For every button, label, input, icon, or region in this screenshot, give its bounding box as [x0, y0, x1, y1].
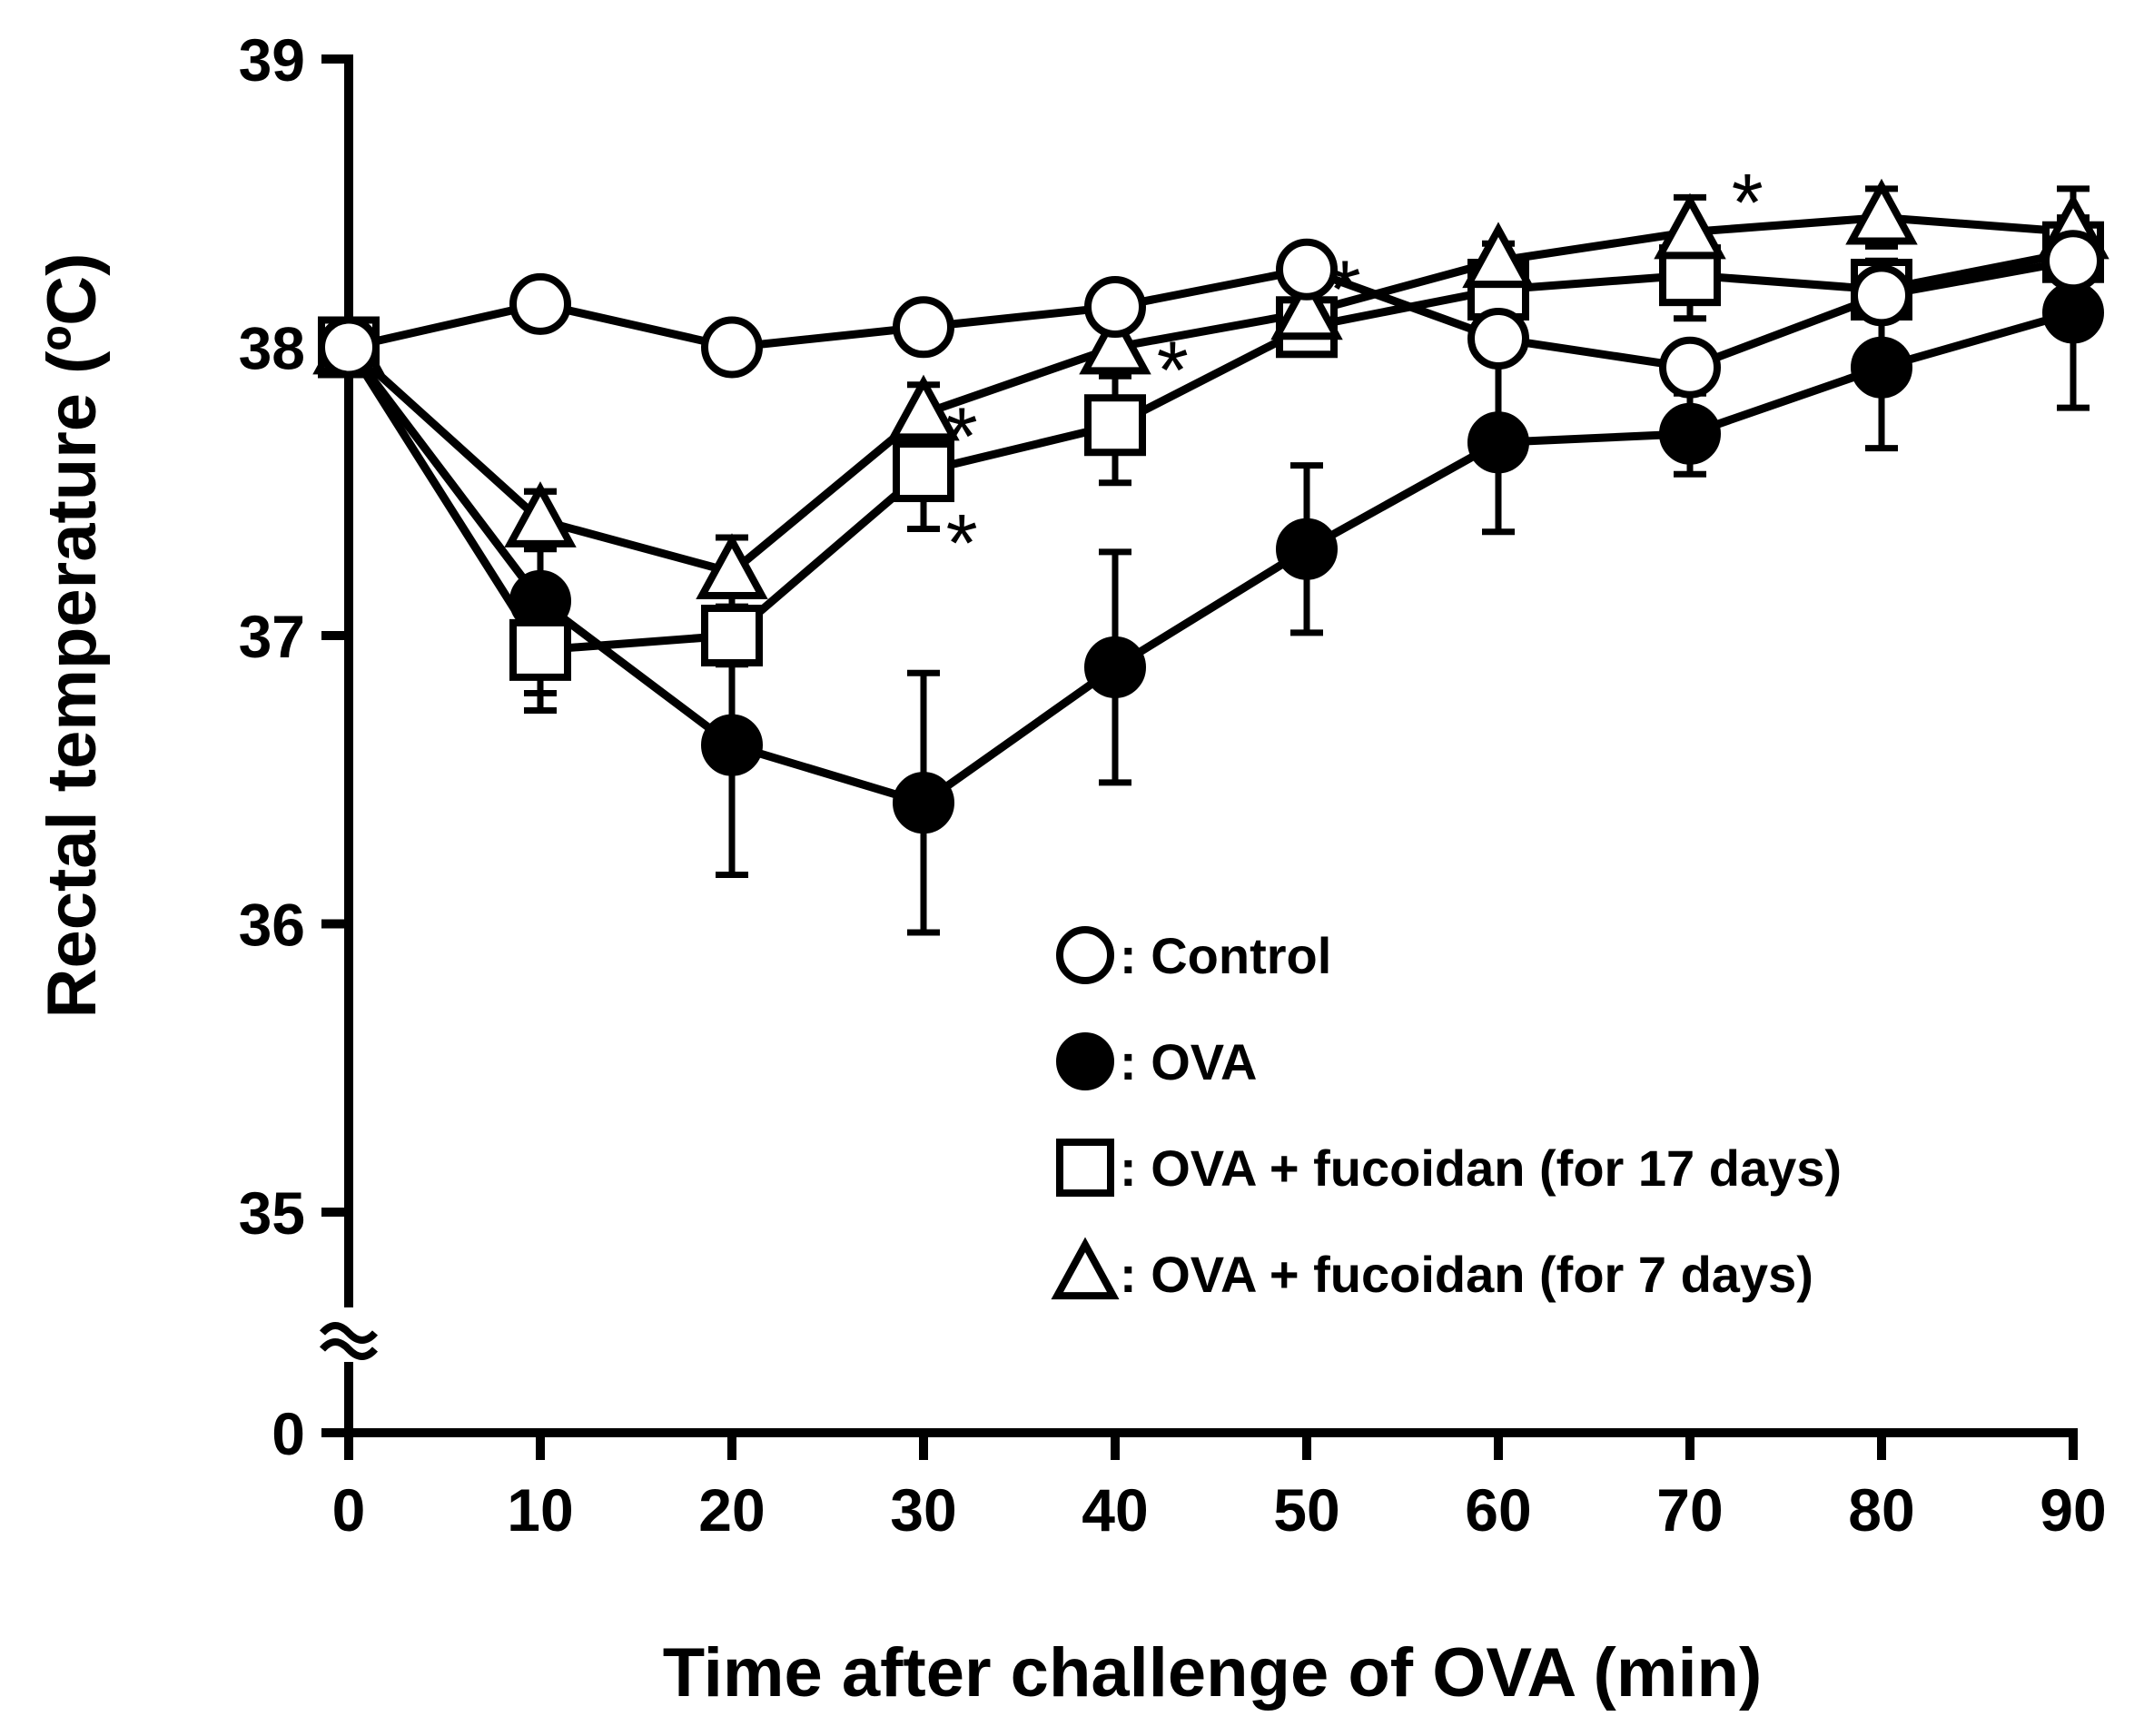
axes: 39 38 37 36 35 00 10 20 30 40 50 60 70 80 90 [239, 26, 2107, 1544]
y-tick-label: 37 [239, 603, 305, 670]
significance-asterisk: * [1157, 325, 1189, 416]
data-point [2042, 230, 2104, 292]
data-point [893, 440, 954, 503]
x-tick-label: 40 [1082, 1476, 1148, 1544]
data-point [893, 772, 954, 834]
y-axis-break-mark-upper [319, 1322, 379, 1344]
legend-label: : OVA + fucoidan (for 17 days) [1120, 1139, 1842, 1197]
legend-marker-filled-circle [1056, 1032, 1114, 1090]
y-axis-title: Rectal temperature (ºC) [34, 253, 111, 1019]
data-point [1467, 307, 1529, 370]
data-point [1659, 336, 1721, 399]
x-tick-label: 80 [1848, 1476, 1914, 1544]
data-point [1084, 394, 1146, 457]
x-tick-label: 50 [1273, 1476, 1339, 1544]
legend-label: : Control [1120, 927, 1331, 984]
x-tick-label: 90 [2040, 1476, 2106, 1544]
y-tick-label: 35 [239, 1179, 305, 1247]
x-tick-label: 20 [698, 1476, 765, 1544]
data-point [509, 272, 571, 335]
x-tick-label: 70 [1656, 1476, 1723, 1544]
series-line [345, 213, 2074, 577]
x-tick-label: 60 [1465, 1476, 1531, 1544]
legend-label: : OVA [1120, 1033, 1257, 1090]
legend-label: : OVA + fucoidan (for 7 days) [1120, 1246, 1813, 1303]
data-point [1851, 264, 1912, 327]
y-tick-label: 36 [239, 892, 305, 959]
significance-asterisk: * [1732, 158, 1764, 249]
data-point [701, 605, 763, 666]
data-point [1654, 192, 1726, 260]
data-point [509, 618, 571, 681]
x-tick-label: 30 [890, 1476, 956, 1544]
y-tick-label: 38 [239, 315, 305, 382]
series-open-circle [348, 242, 2090, 386]
legend: : Control : OVA : OVA + fucoidan (for 17 d… [1051, 926, 1842, 1303]
y-tick-label: 0 [272, 1400, 305, 1467]
legend-marker-open-triangle [1051, 1237, 1120, 1300]
legend-marker-open-circle [1056, 926, 1114, 984]
y-tick-label: 39 [239, 26, 305, 94]
annotation-layer: * * * * * [946, 158, 1764, 589]
significance-asterisk: * [1329, 244, 1361, 335]
data-point [1462, 222, 1535, 289]
data-point [701, 316, 763, 379]
series-markers-open-triangle [312, 178, 2109, 600]
data-point [504, 481, 577, 547]
data-point [1084, 636, 1146, 698]
data-point [1276, 238, 1338, 301]
series-markers-open-circle [318, 230, 2104, 399]
data-point [318, 316, 380, 379]
series-line [345, 248, 2074, 655]
data-point [893, 296, 954, 359]
data-point [696, 533, 768, 600]
data-point [1659, 402, 1721, 465]
data-point [1276, 518, 1338, 580]
data-point [1851, 336, 1912, 399]
series-layer [312, 178, 2109, 936]
y-axis-break-mark-lower [319, 1338, 379, 1360]
significance-asterisk: * [946, 391, 978, 482]
series-markers-filled-circle [318, 281, 2104, 834]
x-tick-label: 0 [332, 1476, 366, 1544]
series-line [348, 256, 2074, 372]
data-point [1467, 411, 1529, 474]
data-point [701, 714, 763, 776]
x-axis-title: Time after challenge of OVA (min) [663, 1634, 1763, 1711]
significance-asterisk: * [946, 498, 978, 589]
data-point [1079, 308, 1151, 375]
x-tick-label: 10 [507, 1476, 573, 1544]
legend-marker-open-square [1056, 1139, 1114, 1197]
data-point [1845, 178, 1918, 245]
data-point [2042, 281, 2104, 344]
data-point [887, 374, 960, 441]
series-line [345, 309, 2075, 807]
series-open-square [345, 220, 2090, 696]
series-open-triangle [345, 185, 2090, 610]
data-point [1270, 273, 1343, 340]
data-point [1084, 276, 1146, 339]
